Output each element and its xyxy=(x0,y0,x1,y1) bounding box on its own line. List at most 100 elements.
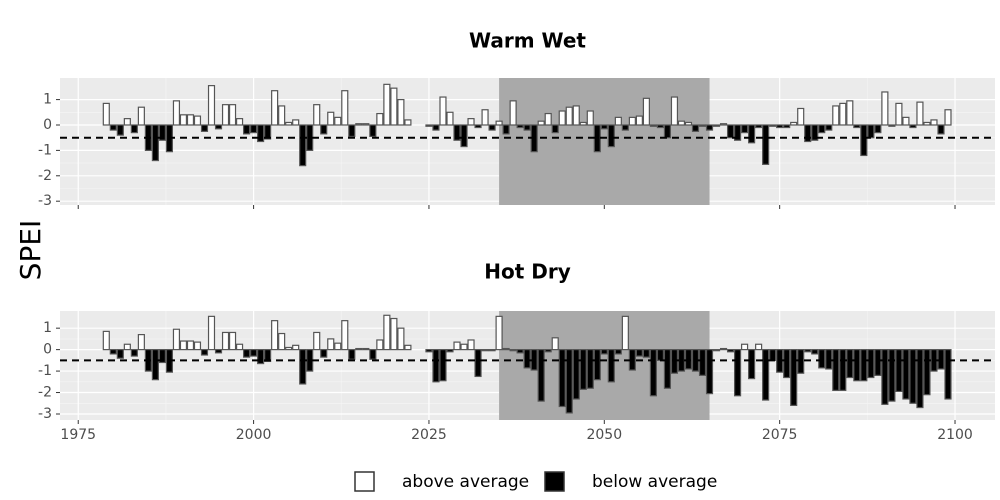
legend-swatch xyxy=(354,471,375,492)
bar xyxy=(467,118,475,126)
bar xyxy=(867,349,875,379)
bar xyxy=(116,349,124,359)
bar xyxy=(327,338,335,351)
x-tick-label: 2075 xyxy=(762,427,798,443)
bar xyxy=(937,349,945,370)
bar xyxy=(102,102,110,126)
bar xyxy=(670,349,679,374)
bar xyxy=(123,118,131,126)
bar xyxy=(362,347,370,351)
bar xyxy=(179,340,188,351)
bar xyxy=(186,114,195,126)
y-tick-label: 0 xyxy=(43,342,52,358)
bar xyxy=(355,123,363,126)
bar xyxy=(790,349,798,407)
bar xyxy=(214,349,223,354)
bar xyxy=(376,339,384,351)
bar xyxy=(516,124,524,129)
bar xyxy=(944,349,952,400)
bar xyxy=(846,100,854,126)
bar xyxy=(151,349,159,381)
x-tick-label: 2025 xyxy=(411,427,447,443)
bar xyxy=(923,121,931,126)
bar xyxy=(250,349,258,357)
bar xyxy=(285,346,293,351)
bar xyxy=(320,349,328,358)
bar xyxy=(172,328,181,351)
bar xyxy=(348,124,356,138)
bar xyxy=(474,349,482,378)
bar xyxy=(439,349,447,382)
bar xyxy=(446,349,454,353)
bar xyxy=(902,116,910,126)
legend-label: below average xyxy=(592,472,717,492)
bar xyxy=(327,111,335,126)
bar xyxy=(460,343,468,351)
bar xyxy=(102,330,110,351)
bar xyxy=(481,349,489,352)
x-tick-label: 2050 xyxy=(586,427,622,443)
bar xyxy=(839,102,847,126)
bar xyxy=(811,349,819,355)
bar xyxy=(390,317,398,351)
bar xyxy=(762,349,770,401)
bar xyxy=(228,331,237,351)
bar xyxy=(649,124,657,127)
bar xyxy=(537,120,545,126)
bar xyxy=(895,102,903,126)
bar xyxy=(755,343,763,351)
bar xyxy=(733,124,742,141)
bar xyxy=(313,104,321,126)
bar xyxy=(278,332,286,351)
bar xyxy=(853,349,861,382)
bar xyxy=(705,349,714,395)
bar xyxy=(355,347,363,351)
bar xyxy=(832,105,840,126)
bar xyxy=(874,349,882,376)
x-tick-label: 2000 xyxy=(236,427,272,443)
bar xyxy=(516,349,524,354)
bar xyxy=(334,342,342,351)
bar xyxy=(818,349,826,369)
bar xyxy=(221,104,230,126)
bar xyxy=(635,115,643,126)
bar xyxy=(257,349,265,365)
bar xyxy=(292,119,300,126)
bar xyxy=(404,119,412,126)
bar xyxy=(320,124,328,135)
bar xyxy=(937,124,945,135)
bar xyxy=(909,349,917,404)
bar xyxy=(558,110,566,126)
bar xyxy=(600,349,608,355)
bar xyxy=(769,124,777,127)
bar xyxy=(607,124,615,148)
bar xyxy=(825,124,833,131)
bar xyxy=(684,349,693,370)
bar xyxy=(502,124,510,135)
bar xyxy=(860,349,868,382)
y-tick-label: -3 xyxy=(38,406,52,422)
bar xyxy=(607,349,615,383)
bar xyxy=(712,349,721,352)
bar xyxy=(726,349,735,353)
bar xyxy=(137,106,145,126)
bar xyxy=(369,349,377,360)
bar xyxy=(867,124,875,139)
bar xyxy=(853,124,861,129)
y-axis-label: SPEI xyxy=(14,220,47,281)
bar xyxy=(242,124,251,135)
y-tick-label: -2 xyxy=(38,168,52,184)
bar xyxy=(719,123,728,126)
bar xyxy=(467,339,475,351)
bar xyxy=(193,115,202,126)
bar xyxy=(341,90,349,126)
bar xyxy=(474,124,482,129)
y-tick-label: -1 xyxy=(38,363,52,379)
x-tick-label: 1975 xyxy=(60,427,96,443)
bar xyxy=(663,349,672,389)
bar xyxy=(460,124,468,148)
bar xyxy=(432,124,440,131)
bar xyxy=(649,349,657,397)
bar xyxy=(341,320,349,351)
bar xyxy=(762,124,770,165)
